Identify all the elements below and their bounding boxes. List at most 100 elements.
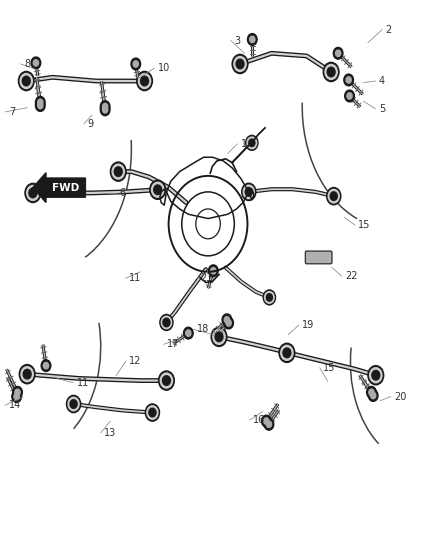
Text: 6: 6 <box>119 188 125 198</box>
Text: 5: 5 <box>379 104 385 114</box>
Circle shape <box>264 418 274 430</box>
Circle shape <box>131 58 141 70</box>
Circle shape <box>100 104 110 116</box>
Circle shape <box>160 373 173 388</box>
Circle shape <box>102 103 108 110</box>
Circle shape <box>141 76 148 86</box>
Circle shape <box>29 188 37 198</box>
Circle shape <box>31 57 41 69</box>
Circle shape <box>208 265 218 277</box>
Circle shape <box>367 386 376 398</box>
Circle shape <box>161 316 172 329</box>
Circle shape <box>154 185 162 195</box>
Circle shape <box>38 102 43 109</box>
Circle shape <box>213 329 225 344</box>
Circle shape <box>246 135 258 150</box>
Circle shape <box>247 137 257 149</box>
Circle shape <box>35 100 45 111</box>
Text: 3: 3 <box>234 36 240 45</box>
Circle shape <box>184 327 193 339</box>
Text: 16: 16 <box>253 415 265 425</box>
Polygon shape <box>33 173 85 203</box>
Text: 11: 11 <box>129 273 141 283</box>
Circle shape <box>347 93 352 99</box>
Circle shape <box>346 77 351 83</box>
Circle shape <box>323 62 339 82</box>
Circle shape <box>211 268 216 274</box>
Circle shape <box>12 391 21 402</box>
Circle shape <box>35 96 45 108</box>
Circle shape <box>114 167 122 176</box>
Circle shape <box>147 406 158 419</box>
Circle shape <box>149 408 156 417</box>
Circle shape <box>330 192 337 200</box>
Circle shape <box>242 183 256 200</box>
Circle shape <box>368 390 378 401</box>
Text: 15: 15 <box>358 220 371 230</box>
Circle shape <box>345 90 354 102</box>
Circle shape <box>160 314 173 330</box>
Circle shape <box>243 185 254 199</box>
Circle shape <box>133 61 138 67</box>
Text: 13: 13 <box>104 428 117 438</box>
FancyBboxPatch shape <box>305 251 332 264</box>
Circle shape <box>333 47 343 59</box>
Text: 15: 15 <box>323 363 336 373</box>
Circle shape <box>344 74 353 86</box>
Circle shape <box>14 393 19 400</box>
Circle shape <box>162 376 170 385</box>
Circle shape <box>264 418 269 424</box>
Text: 22: 22 <box>345 271 358 281</box>
Circle shape <box>138 74 151 88</box>
Circle shape <box>22 76 30 86</box>
Circle shape <box>13 386 22 398</box>
Text: FWD: FWD <box>52 183 79 192</box>
Text: 21: 21 <box>201 273 213 283</box>
Circle shape <box>266 421 272 427</box>
Circle shape <box>224 317 233 329</box>
Circle shape <box>327 188 341 205</box>
Circle shape <box>23 369 31 379</box>
Circle shape <box>281 345 293 360</box>
Circle shape <box>33 60 39 66</box>
Circle shape <box>245 188 252 196</box>
Text: 12: 12 <box>129 357 141 366</box>
Text: 4: 4 <box>379 76 385 86</box>
Circle shape <box>371 392 376 399</box>
Circle shape <box>150 180 166 199</box>
Circle shape <box>41 360 51 372</box>
Circle shape <box>102 107 108 113</box>
Text: 20: 20 <box>394 392 406 401</box>
Circle shape <box>247 34 257 45</box>
Circle shape <box>112 164 124 179</box>
Circle shape <box>226 320 231 326</box>
Circle shape <box>222 314 232 326</box>
Circle shape <box>38 99 43 106</box>
Circle shape <box>263 290 276 305</box>
Circle shape <box>325 64 337 79</box>
Circle shape <box>328 189 339 203</box>
Circle shape <box>19 365 35 384</box>
Circle shape <box>215 332 223 342</box>
Text: 10: 10 <box>158 63 170 73</box>
Circle shape <box>327 67 335 77</box>
Circle shape <box>27 185 39 200</box>
Circle shape <box>18 71 34 91</box>
Circle shape <box>70 400 77 408</box>
Text: 2: 2 <box>385 25 392 35</box>
Circle shape <box>152 182 164 197</box>
Text: 9: 9 <box>88 119 94 128</box>
Circle shape <box>368 366 384 385</box>
Circle shape <box>137 71 152 91</box>
Text: 1: 1 <box>241 139 247 149</box>
Circle shape <box>110 162 126 181</box>
Circle shape <box>283 348 291 358</box>
Circle shape <box>21 367 33 382</box>
Circle shape <box>25 183 41 203</box>
Circle shape <box>279 343 295 362</box>
Circle shape <box>265 292 274 303</box>
Circle shape <box>369 389 374 395</box>
Circle shape <box>250 36 255 43</box>
Circle shape <box>163 318 170 327</box>
Circle shape <box>336 50 341 56</box>
